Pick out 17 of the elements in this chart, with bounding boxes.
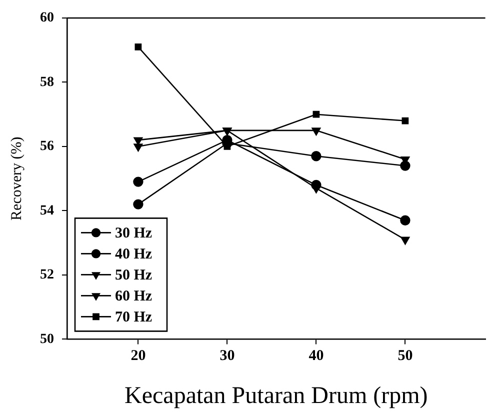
legend-label: 50 Hz — [115, 268, 152, 284]
legend-label: 40 Hz — [115, 246, 152, 263]
legend-label: 60 Hz — [115, 288, 152, 305]
y-axis-title: Recovery (%) — [8, 136, 25, 220]
y-tick-label: 52 — [40, 268, 54, 283]
legend-label: 70 Hz — [115, 310, 152, 326]
y-tick-label: 58 — [40, 74, 54, 90]
y-tick-label: 54 — [40, 203, 54, 218]
x-tick-label: 50 — [398, 348, 413, 364]
legend-label: 30 Hz — [115, 226, 152, 242]
x-axis-title: Kecapatan Putaran Drum (rpm) — [124, 382, 428, 409]
x-tick-label: 30 — [220, 348, 235, 364]
y-tick-label: 60 — [40, 10, 54, 26]
y-tick-label: 56 — [40, 139, 54, 154]
y-tick-label: 50 — [40, 332, 54, 347]
x-tick-label: 40 — [308, 348, 324, 364]
x-tick-label: 20 — [130, 348, 146, 364]
